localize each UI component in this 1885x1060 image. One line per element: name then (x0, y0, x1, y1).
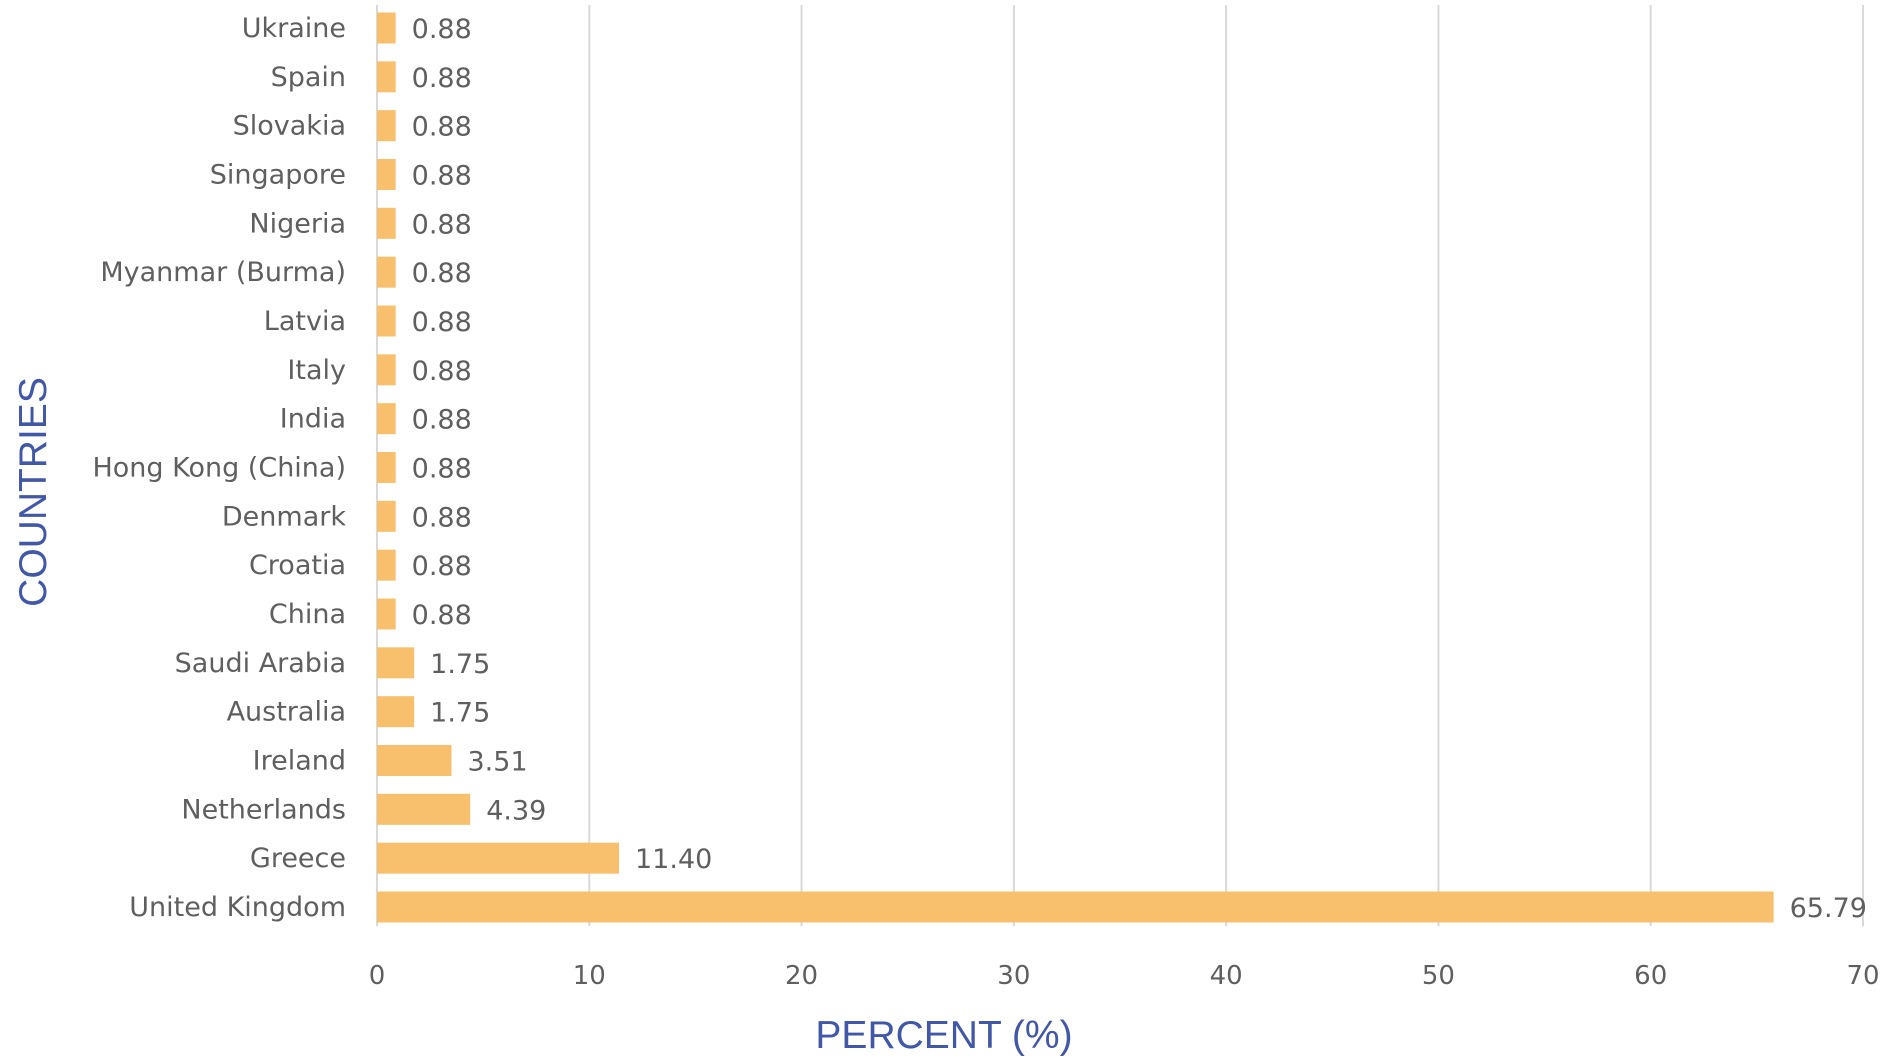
x-tick-label: 20 (785, 961, 818, 991)
data-label: 0.88 (412, 307, 472, 338)
bars (377, 12, 1774, 923)
bar (377, 256, 396, 288)
category-label: Myanmar (Burma) (100, 257, 346, 288)
x-tick-label: 70 (1846, 961, 1879, 991)
category-label: Slovakia (233, 111, 346, 142)
x-tick-label: 60 (1634, 961, 1667, 991)
data-label: 0.88 (412, 258, 472, 289)
category-label: Saudi Arabia (175, 648, 346, 679)
data-label: 4.39 (486, 795, 546, 826)
data-label: 1.75 (430, 698, 490, 729)
bar (377, 61, 396, 93)
category-label: Greece (250, 843, 346, 874)
bar (377, 647, 415, 679)
x-tick-label: 30 (997, 961, 1030, 991)
data-label: 1.75 (430, 649, 490, 680)
data-label: 0.88 (412, 209, 472, 240)
x-tick-label: 0 (369, 961, 386, 991)
bar (377, 12, 396, 44)
bar (377, 891, 1774, 923)
bar (377, 745, 452, 776)
category-label: Denmark (222, 501, 346, 532)
data-label: 3.51 (468, 747, 528, 778)
category-labels: Ukraine Spain Slovakia Singapore Nigeria Myan… (92, 13, 346, 923)
category-label: Australia (227, 697, 346, 728)
data-label: 0.88 (412, 112, 472, 143)
bar (377, 305, 396, 337)
data-label: 0.88 (412, 356, 472, 387)
data-label: 0.88 (412, 454, 472, 485)
bar (377, 452, 396, 483)
data-label: 0.88 (412, 161, 472, 192)
data-label: 0.88 (412, 14, 472, 45)
data-labels: 0.88 0.88 0.88 0.88 0.88 0.88 0.88 0.88 0.88 0.88… (412, 14, 1867, 924)
category-label: Croatia (249, 550, 346, 581)
bar (377, 696, 415, 728)
bar (377, 403, 396, 435)
x-axis-title: PERCENT (%) (815, 1014, 1072, 1057)
category-label: India (280, 404, 346, 435)
category-label: Hong Kong (China) (92, 453, 346, 484)
bar (377, 159, 396, 190)
data-label: 11.40 (635, 844, 712, 875)
data-label: 0.88 (412, 551, 472, 582)
data-label: 0.88 (412, 405, 472, 436)
bar (377, 598, 396, 630)
category-label: Ireland (253, 746, 346, 777)
bar (377, 110, 396, 142)
bar (377, 793, 471, 825)
category-label: Spain (271, 62, 346, 93)
category-label: China (269, 599, 346, 630)
bar (377, 500, 396, 532)
category-label: Ukraine (242, 13, 346, 44)
data-label: 0.88 (412, 502, 472, 533)
category-label: United Kingdom (129, 892, 346, 923)
bar (377, 842, 620, 874)
bar (377, 207, 396, 239)
gridlines (376, 5, 1864, 926)
category-label: Singapore (210, 160, 346, 191)
category-label: Nigeria (249, 208, 346, 239)
x-tick-label: 10 (573, 961, 606, 991)
x-tick-label: 50 (1422, 961, 1455, 991)
category-label: Italy (287, 355, 346, 386)
data-label: 65.79 (1790, 893, 1867, 924)
category-label: Latvia (264, 306, 346, 337)
bar (377, 549, 396, 581)
category-label: Netherlands (181, 794, 346, 825)
data-label: 0.88 (412, 600, 472, 631)
y-axis-title: COUNTRIES (12, 377, 55, 607)
data-label: 0.88 (412, 63, 472, 94)
x-tick-labels: 0 10 20 30 40 50 60 70 (369, 961, 1880, 991)
bar (377, 354, 396, 386)
x-tick-label: 40 (1210, 961, 1243, 991)
